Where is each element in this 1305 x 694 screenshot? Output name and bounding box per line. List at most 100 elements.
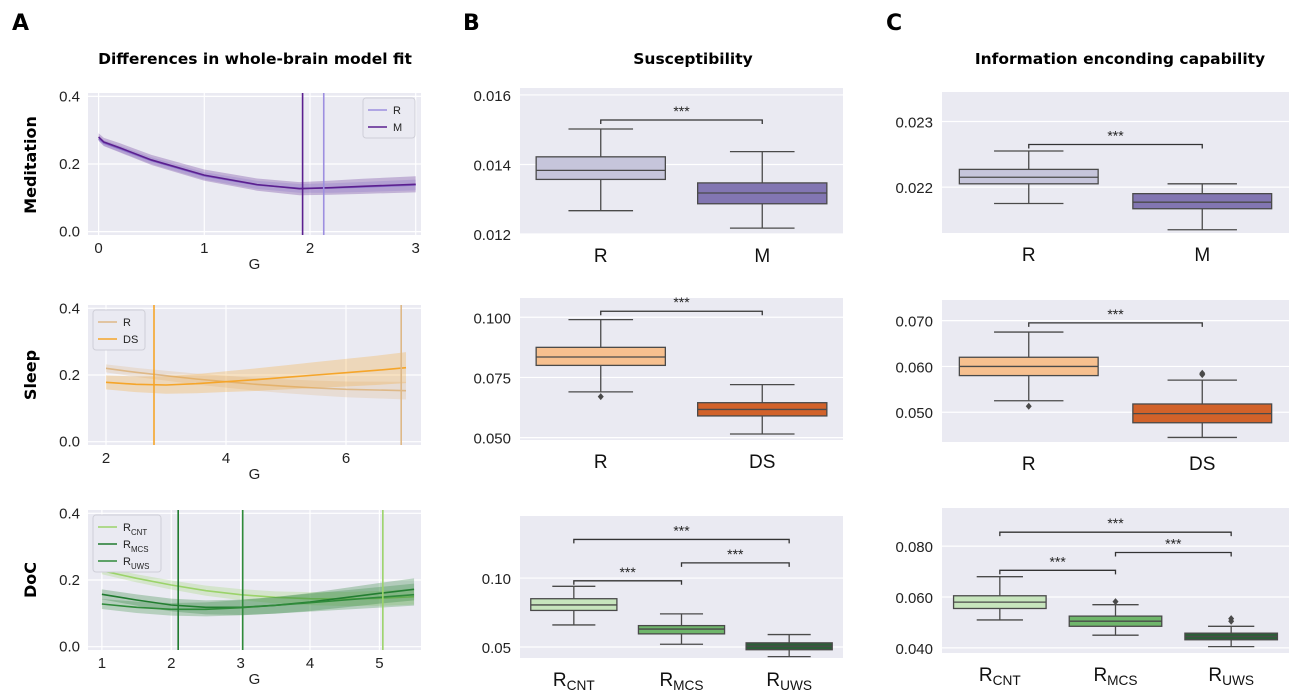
y-tick-label: 0.023 — [895, 115, 933, 132]
panel-letter-b: B — [463, 11, 480, 36]
column-title-b: Susceptibility — [633, 50, 753, 68]
significance-bracket — [680, 562, 790, 567]
significance-bracket — [573, 580, 683, 585]
significance-label: *** — [673, 294, 690, 310]
x-tick-label: R — [594, 452, 608, 473]
significance-bracket — [1028, 143, 1203, 149]
significance-bracket — [600, 310, 763, 316]
significance-label: *** — [727, 546, 744, 562]
row-label-meditation: Meditation — [21, 116, 40, 214]
box-R_UWS — [745, 633, 833, 658]
y-tick-label: 0.100 — [473, 310, 511, 327]
box-chart-C-meditation: 0.022 0.023 R M *** — [895, 92, 1289, 266]
y-tick-label: 0.016 — [473, 88, 511, 105]
outlier-point — [1025, 402, 1032, 410]
x-tick-label: RCNT — [553, 670, 595, 693]
y-tick-label: 0.022 — [895, 180, 933, 197]
x-tick-label: DS — [749, 452, 775, 473]
significance-label: *** — [673, 522, 690, 538]
x-tick-label: 4 — [306, 655, 314, 672]
row-label-sleep: Sleep — [21, 350, 40, 400]
x-tick-label: 2 — [306, 240, 314, 257]
y-tick-label: 0.060 — [895, 359, 933, 376]
x-tick-label: 1 — [98, 655, 106, 672]
column-title-c: Information enconding capability — [975, 50, 1265, 68]
line-chart-A-doc: 1 2 3 4 5 0.0 0.2 0.4 G RCNT RMCS RUWS — [59, 505, 421, 688]
box-R_CNT — [952, 576, 1047, 621]
y-tick-label: 0.060 — [895, 590, 933, 607]
significance-label: *** — [1107, 306, 1124, 322]
x-tick-label: 4 — [222, 450, 230, 467]
y-tick-label: 0.4 — [59, 88, 80, 105]
y-tick-label: 0.2 — [59, 156, 80, 173]
x-tick-label: RMCS — [1093, 665, 1137, 688]
y-tick-label: 0.040 — [895, 641, 933, 658]
y-tick-label: 0.4 — [59, 300, 80, 317]
series-line-R_UWS — [101, 593, 415, 611]
x-tick-label: R — [594, 246, 608, 267]
box-R — [535, 319, 667, 401]
row-label-doc: DoC — [21, 562, 40, 598]
x-axis-label: G — [249, 256, 261, 273]
x-tick-label: 2 — [167, 655, 175, 672]
x-tick-label: RCNT — [979, 665, 1021, 688]
x-tick-label: M — [754, 246, 770, 267]
y-tick-label: 0.4 — [59, 505, 80, 522]
line-chart-A-meditation: 0 1 2 3 0.0 0.2 0.4 G RM — [59, 88, 421, 273]
x-axis-label: G — [249, 466, 261, 483]
y-tick-label: 0.0 — [59, 434, 80, 451]
x-tick-label: 1 — [200, 240, 208, 257]
significance-label: *** — [1049, 553, 1066, 569]
box-R — [958, 150, 1099, 205]
x-tick-label: 0 — [94, 240, 102, 257]
legend-label: DS — [123, 334, 138, 346]
x-tick-label: 5 — [375, 655, 383, 672]
box-R_CNT — [530, 585, 618, 626]
box-R_MCS — [1068, 598, 1163, 636]
y-tick-label: 0.2 — [59, 367, 80, 384]
series-line-DS — [105, 366, 407, 386]
box-chart-B-sleep: 0.050 0.075 0.100 R DS *** — [473, 294, 843, 473]
outlier-point — [1228, 615, 1235, 623]
confidence-band-R_CNT — [101, 567, 415, 606]
legend-label: RMCS — [123, 539, 149, 554]
box-R — [958, 331, 1099, 410]
box-body — [958, 168, 1099, 185]
box-DS — [697, 383, 828, 435]
x-axis-label: G — [249, 671, 261, 688]
x-tick-label: RUWS — [1208, 665, 1254, 688]
box-body — [535, 156, 667, 181]
significance-bracket — [999, 531, 1232, 537]
significance-bracket — [999, 569, 1117, 575]
panel-letter-c: C — [886, 11, 902, 36]
significance-label: *** — [1107, 515, 1124, 531]
y-tick-label: 0.10 — [482, 571, 511, 588]
line-chart-A-sleep: 2 4 6 0.0 0.2 0.4 G R DS — [59, 300, 421, 483]
box-R_UWS — [1184, 615, 1279, 648]
x-tick-label: RUWS — [766, 670, 812, 693]
significance-label: *** — [1165, 536, 1182, 552]
confidence-band-R_UWS — [101, 583, 415, 617]
box-M — [697, 150, 828, 229]
confidence-band-R — [106, 364, 406, 400]
legend: RCNT RMCS RUWS — [92, 514, 162, 573]
significance-label: *** — [673, 103, 690, 119]
x-tick-label: 3 — [236, 655, 244, 672]
y-tick-label: 0.070 — [895, 314, 933, 331]
significance-bracket — [573, 538, 790, 544]
y-tick-label: 0.0 — [59, 224, 80, 241]
confidence-band-DS — [106, 352, 406, 394]
box-R — [535, 128, 667, 212]
y-tick-label: 0.2 — [59, 572, 80, 589]
box-chart-B-meditation: 0.012 0.014 0.016 R M *** — [473, 88, 843, 267]
legend-label: R — [123, 317, 131, 329]
box-DS — [1132, 369, 1273, 439]
legend-label: RUWS — [123, 556, 149, 571]
significance-label: *** — [619, 564, 636, 580]
y-tick-label: 0.050 — [473, 431, 511, 448]
legend-frame — [92, 309, 146, 351]
significance-bracket — [1028, 322, 1203, 327]
y-tick-label: 0.0 — [59, 639, 80, 656]
